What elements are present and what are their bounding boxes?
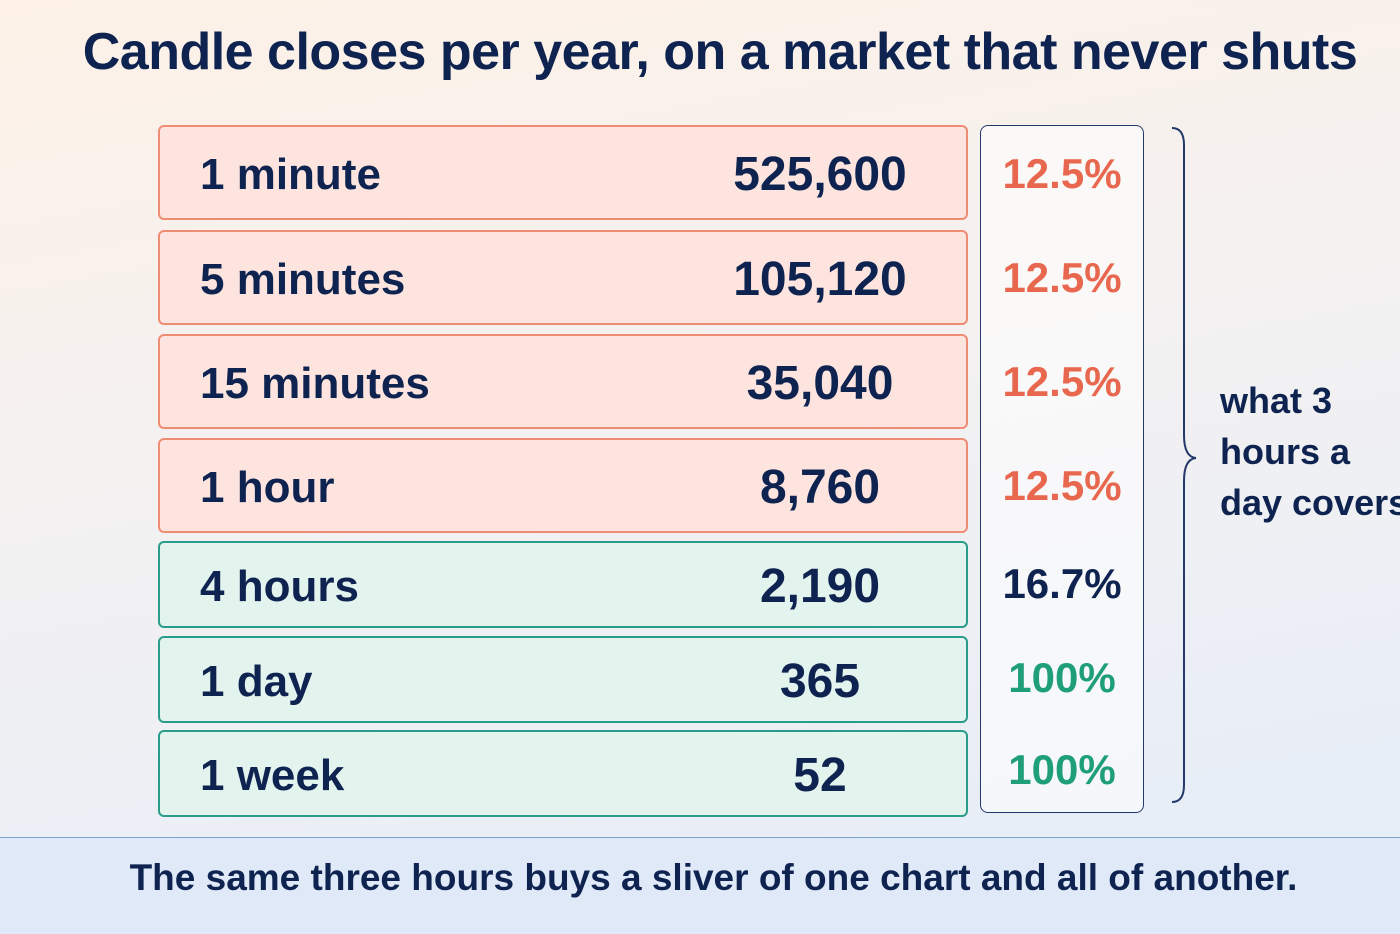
share-value: 100%: [1008, 746, 1116, 793]
closes-value: 525,600: [733, 148, 907, 201]
timeframe-label: 5 minutes: [200, 255, 406, 304]
closes-value: 105,120: [733, 253, 907, 306]
closes-value: 8,760: [759, 461, 881, 514]
share-column-box: [980, 125, 1144, 813]
timeframe-label: 4 hours: [200, 562, 359, 611]
share-note-line: what 3: [1220, 380, 1333, 421]
timeframe-label: 15 minutes: [200, 359, 430, 408]
chart-title: Candle closes per year, on a market that…: [82, 23, 1358, 81]
footer-caption: The same three hours buys a sliver of on…: [129, 857, 1298, 898]
share-value: 12.5%: [1002, 462, 1122, 509]
table-row: 1 week 52: [158, 730, 968, 817]
timeframe-label: 1 hour: [200, 463, 335, 512]
table-row: 1 hour 8,760: [158, 438, 968, 533]
table-row: 5 minutes 105,120: [158, 230, 968, 325]
closes-value: 52: [793, 749, 847, 802]
table-row: 1 day 365: [158, 636, 968, 723]
closes-value: 2,190: [759, 560, 881, 613]
table-row: 4 hours 2,190: [158, 541, 968, 628]
share-value: 12.5%: [1002, 150, 1122, 197]
share-value: 100%: [1008, 654, 1116, 701]
share-note-line: hours a: [1220, 431, 1351, 472]
share-note-line: day covers: [1220, 482, 1400, 523]
bracket-icon: [1171, 127, 1197, 803]
share-value: 12.5%: [1002, 358, 1122, 405]
table-row: 1 minute 525,600: [158, 125, 968, 220]
closes-value: 365: [779, 655, 861, 708]
share-note: what 3 hours a day covers: [1220, 375, 1400, 528]
timeframe-label: 1 week: [200, 751, 345, 800]
closes-value: 35,040: [746, 357, 894, 410]
timeframe-label: 1 day: [200, 657, 313, 706]
footer-band: [0, 837, 1400, 934]
table-row: 15 minutes 35,040: [158, 334, 968, 429]
timeframe-label: 1 minute: [200, 150, 381, 199]
share-value: 16.7%: [1002, 560, 1122, 607]
share-value: 12.5%: [1002, 254, 1122, 301]
